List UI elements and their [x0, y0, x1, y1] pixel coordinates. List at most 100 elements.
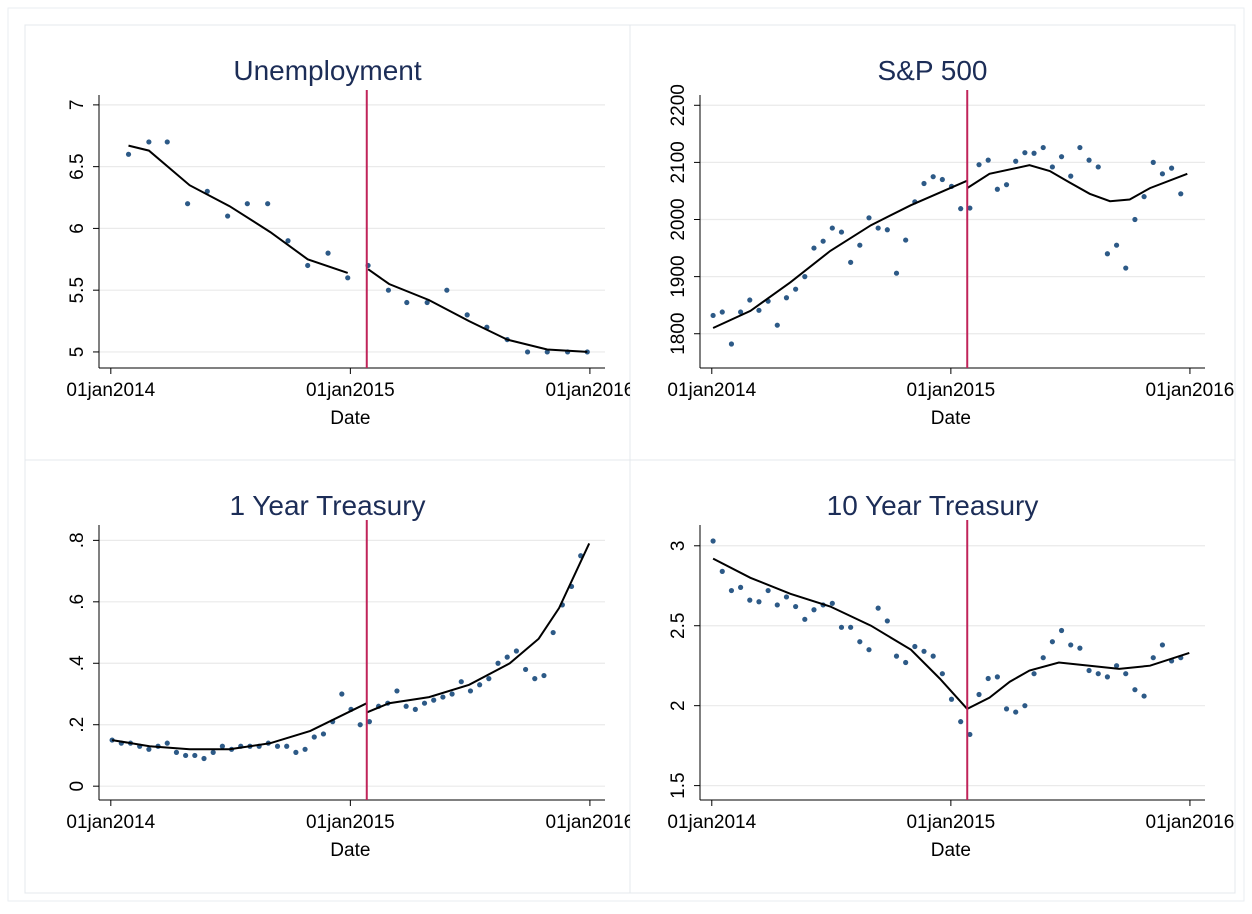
- data-point: [884, 227, 890, 233]
- data-point: [1113, 242, 1120, 248]
- chart-title: S&P 500: [877, 55, 987, 86]
- data-point: [1049, 639, 1055, 645]
- data-point: [1058, 154, 1065, 160]
- data-point: [893, 270, 900, 276]
- y-tick-label: 7: [67, 100, 88, 111]
- data-point: [385, 287, 392, 293]
- data-point: [1141, 194, 1147, 200]
- data-point: [244, 201, 250, 207]
- data-point: [738, 584, 744, 590]
- data-point: [504, 654, 510, 660]
- y-tick-label: 3: [668, 540, 689, 551]
- data-point: [1104, 251, 1111, 257]
- y-tick-label: 2.5: [668, 613, 689, 639]
- data-point: [274, 743, 281, 749]
- x-tick-label: 01jan2014: [66, 380, 155, 401]
- x-tick-label: 01jan2016: [1146, 380, 1235, 401]
- data-point: [783, 594, 790, 600]
- fit-line: [128, 144, 588, 353]
- data-point: [550, 629, 556, 636]
- data-point: [948, 696, 955, 702]
- y-tick-label: .2: [67, 717, 88, 733]
- data-point: [1123, 265, 1129, 271]
- data-point: [783, 295, 790, 301]
- data-point: [431, 697, 437, 703]
- data-point: [903, 237, 909, 243]
- data-point: [1159, 171, 1166, 177]
- data-point: [1123, 671, 1129, 677]
- data-point: [210, 749, 216, 755]
- data-point: [1141, 693, 1147, 699]
- data-point: [1077, 144, 1083, 151]
- x-tick-label: 01jan2016: [546, 380, 635, 401]
- data-point: [756, 307, 762, 313]
- y-tick-label: 2200: [668, 84, 689, 126]
- data-point: [1049, 164, 1055, 170]
- data-point: [1132, 216, 1138, 223]
- data-point: [403, 703, 409, 709]
- data-point: [875, 605, 881, 611]
- data-point: [1022, 703, 1028, 709]
- data-point: [440, 694, 446, 700]
- data-point: [513, 648, 520, 654]
- data-point: [285, 238, 291, 244]
- data-point: [1086, 667, 1092, 674]
- data-point: [204, 188, 210, 194]
- data-point: [857, 242, 863, 248]
- data-point: [765, 587, 771, 594]
- data-point: [1095, 164, 1101, 170]
- data-point: [738, 309, 744, 315]
- data-point: [820, 238, 826, 244]
- data-point: [985, 675, 991, 682]
- fit-line: [712, 557, 1190, 710]
- x-tick-label: 01jan2015: [906, 812, 995, 833]
- fit-line: [111, 542, 591, 751]
- data-point: [1031, 150, 1037, 156]
- data-point: [444, 287, 450, 293]
- x-tick-label: 01jan2014: [66, 812, 155, 833]
- data-point: [939, 671, 945, 677]
- data-point: [1003, 182, 1010, 188]
- data-point: [495, 660, 501, 666]
- data-point: [1104, 674, 1111, 680]
- data-point: [201, 755, 207, 762]
- data-point: [774, 322, 780, 328]
- data-point: [866, 647, 872, 653]
- y-tick-label: 6.5: [67, 153, 88, 179]
- data-point: [1013, 158, 1019, 164]
- data-point: [302, 746, 308, 752]
- data-point: [449, 691, 455, 697]
- data-point: [305, 262, 311, 269]
- data-point: [146, 139, 152, 145]
- data-point: [866, 215, 872, 221]
- data-point: [541, 672, 547, 679]
- data-point: [802, 274, 808, 280]
- data-point: [912, 643, 918, 650]
- data-point: [1168, 165, 1175, 171]
- data-point: [1150, 159, 1156, 165]
- data-point: [719, 309, 725, 315]
- data-point: [1013, 709, 1019, 715]
- y-tick-label: .6: [67, 594, 88, 610]
- data-point: [394, 688, 400, 694]
- data-point: [884, 618, 890, 624]
- data-point: [994, 186, 1000, 192]
- data-point: [774, 602, 780, 608]
- data-point: [219, 743, 225, 749]
- data-point: [1068, 173, 1074, 179]
- data-point: [793, 286, 799, 292]
- data-point: [1040, 655, 1046, 661]
- data-point: [1113, 663, 1120, 669]
- data-point: [284, 743, 290, 749]
- chart-title: 1 Year Treasury: [229, 490, 425, 521]
- data-point: [930, 174, 936, 180]
- data-point: [903, 659, 909, 666]
- x-axis-title: Date: [330, 840, 370, 861]
- data-point: [829, 225, 835, 231]
- data-point: [183, 752, 189, 759]
- panel: Unemployment 5 5.5 6 6.5 7 01jan2014 01jan2015 0…: [66, 55, 635, 429]
- data-point: [958, 206, 964, 212]
- data-point: [875, 225, 881, 231]
- y-tick-label: 2000: [668, 198, 689, 240]
- data-point: [524, 349, 531, 355]
